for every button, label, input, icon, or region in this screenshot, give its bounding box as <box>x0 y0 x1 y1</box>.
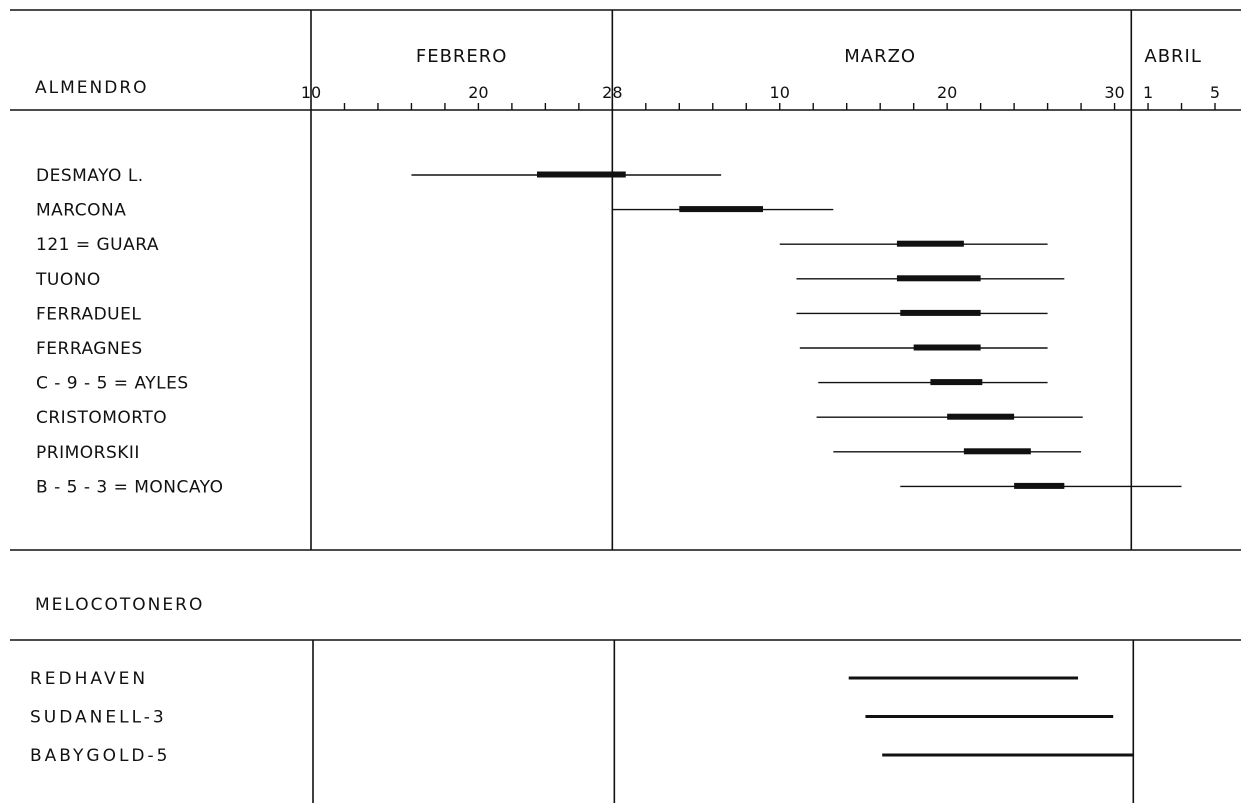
axis-tick-label: 20 <box>468 83 488 102</box>
axis-tick-label: 10 <box>301 83 321 102</box>
variety-label: MARCONA <box>36 201 126 221</box>
variety-label: REDHAVEN <box>30 669 148 689</box>
axis-tick-label: 20 <box>937 83 957 102</box>
axis-tick-label: 30 <box>1104 83 1124 102</box>
month-label: MARZO <box>844 46 916 67</box>
variety-label: B - 5 - 3 = MONCAYO <box>36 477 224 497</box>
axis-tick-label: 5 <box>1210 83 1220 102</box>
variety-labels: DESMAYO L. MARCONA 121 = GUARA TUONO FERRADU… <box>30 166 224 766</box>
variety-label: PRIMORSKII <box>36 443 140 463</box>
chart-frame <box>10 9 1241 803</box>
axis-tick-label: 10 <box>770 83 790 102</box>
full-bloom-bar <box>679 206 763 213</box>
full-bloom-bar <box>1014 482 1065 489</box>
variety-label: BABYGOLD-5 <box>30 746 170 766</box>
variety-label: TUONO <box>35 270 101 290</box>
full-bloom-bar <box>900 309 981 316</box>
full-bloom-bar <box>896 240 964 247</box>
variety-label: 121 = GUARA <box>36 235 159 255</box>
month-label: ABRIL <box>1144 46 1202 67</box>
full-bloom-bar <box>963 448 1031 455</box>
axis-tick-label: 28 <box>602 83 622 102</box>
full-bloom-bar <box>537 171 626 178</box>
variety-label: FERRADUEL <box>36 304 141 324</box>
variety-label: FERRAGNES <box>36 339 143 359</box>
variety-label: DESMAYO L. <box>36 166 144 186</box>
chart-bars <box>411 171 1182 757</box>
full-bloom-bar <box>930 379 983 386</box>
variety-label: CRISTOMORTO <box>36 408 167 428</box>
chart-header: ALMENDRO FEBRERO MARZO ABRIL 10 20 28 10 20 30 1 5 <box>35 46 1220 110</box>
month-label: FEBRERO <box>416 46 508 67</box>
variety-label: SUDANELL-3 <box>30 708 167 728</box>
axis-tick-label: 1 <box>1143 83 1153 102</box>
group-label-almendro: ALMENDRO <box>35 78 149 98</box>
full-bloom-bar <box>896 275 981 282</box>
variety-label: C - 9 - 5 = AYLES <box>36 374 189 394</box>
full-bloom-bar <box>947 413 1015 420</box>
full-bloom-bar <box>913 344 981 351</box>
group-label-melocotonero: MELOCOTONERO <box>35 595 204 615</box>
